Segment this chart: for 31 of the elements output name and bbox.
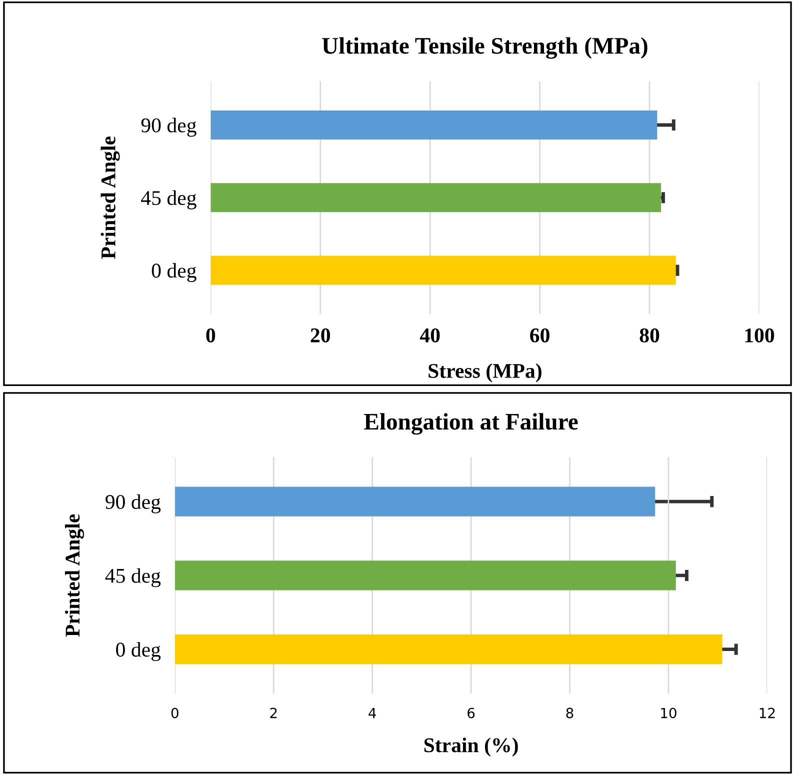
y-axis-title: Printed Angle [65, 514, 84, 637]
y-tick-label: 0 deg [116, 642, 161, 662]
x-axis-title: Stress (MPa) [428, 363, 542, 382]
x-tick-label: 8 [566, 708, 574, 718]
chart-title: Ultimate Tensile Strength (MPa) [322, 37, 648, 59]
x-tick-label: 0 [206, 328, 216, 342]
chart-title: Elongation at Failure [364, 413, 578, 435]
y-tick-label: 45 deg [105, 568, 161, 588]
bar [210, 110, 658, 140]
x-tick-label: 0 [171, 708, 178, 718]
x-tick-label: 4 [368, 708, 376, 718]
y-tick-label: 90 deg [141, 118, 196, 137]
y-tick-label: 90 deg [106, 494, 161, 514]
bar [210, 183, 662, 212]
x-tick-label: 60 [530, 328, 550, 342]
bar [210, 256, 676, 285]
x-tick-label: 2 [270, 708, 277, 718]
x-tick-label: 80 [640, 328, 660, 342]
x-tick-label: 100 [745, 328, 774, 342]
y-tick-label: 0 deg [152, 263, 196, 282]
bar [174, 634, 722, 664]
x-tick-label: 6 [468, 708, 475, 718]
x-tick-label: 20 [310, 328, 330, 342]
y-axis-title: Printed Angle [100, 136, 120, 259]
y-tick-label: 45 deg [141, 190, 196, 210]
x-tick-label: 40 [420, 328, 440, 342]
x-tick-label: 10 [661, 708, 676, 718]
bar [174, 560, 676, 590]
x-axis-title: Strain (%) [424, 738, 518, 757]
x-tick-label: 12 [760, 708, 775, 718]
bar [174, 486, 656, 516]
